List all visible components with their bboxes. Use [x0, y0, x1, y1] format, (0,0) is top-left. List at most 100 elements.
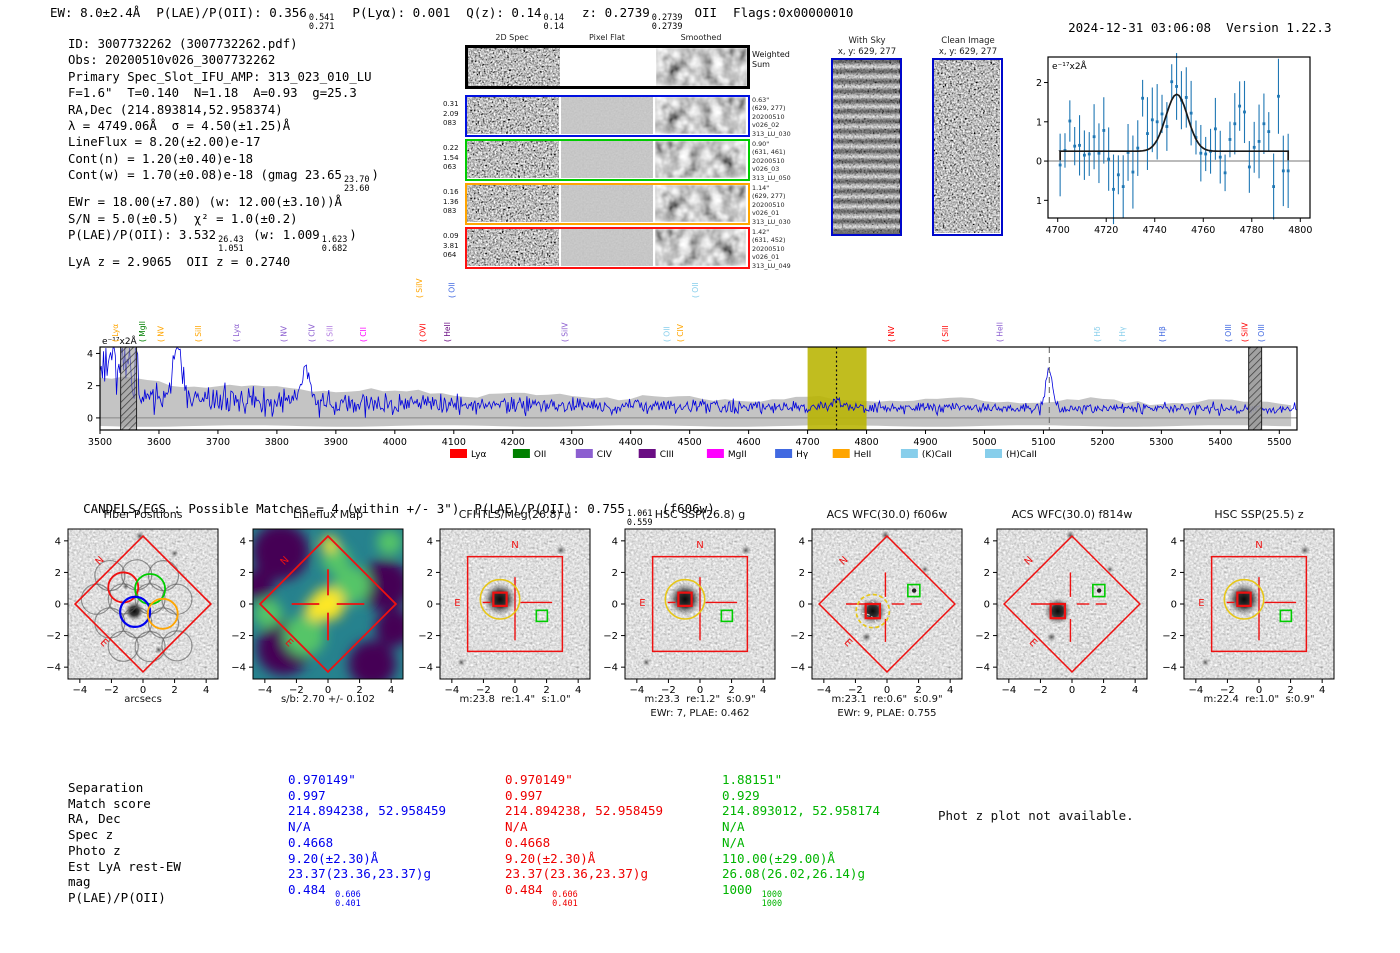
svg-text:2: 2: [1287, 685, 1293, 696]
svg-text:( OIII: ( OIII: [1224, 324, 1233, 342]
svg-text:4400: 4400: [619, 437, 643, 448]
header-qz-value: Q(z): 0.14: [466, 5, 542, 20]
svg-text:2: 2: [427, 568, 433, 579]
with-sky-title: With Sky x, y: 629, 277: [822, 36, 912, 57]
svg-text:0: 0: [1036, 157, 1042, 168]
match-value: 23.37(23.36,23.37)g: [505, 866, 648, 882]
svg-text:0: 0: [140, 685, 146, 696]
match-value: 9.20(±2.30)Å: [288, 850, 379, 866]
svg-text:−4: −4: [629, 685, 644, 696]
match-value: 0.997: [288, 787, 326, 803]
header-plae-sup: 0.541: [308, 13, 335, 23]
svg-text:4: 4: [388, 685, 394, 696]
info-line: P(LAE)/P(OII): 3.532 26.43 1.051 (w: 1.009…: [68, 227, 379, 254]
spec2d-row-left-labels: 0.22 1.54 063: [443, 144, 459, 172]
match-row-label: Match score: [68, 795, 151, 811]
header-summary-line: EW: 8.0±2.4Å P(LAE)/P(OII): 0.356 0.541 0.…: [50, 5, 853, 32]
text-segment: F=1.6" T=0.140 N=1.18 A=0.93 g=25.3: [68, 86, 357, 101]
svg-text:−2: −2: [289, 685, 304, 696]
svg-text:5500: 5500: [1267, 437, 1291, 448]
text-segment: P(LAE)/P(OII): 3.532: [68, 227, 217, 242]
candels-sup: 1.061: [626, 509, 653, 519]
svg-text:4720: 4720: [1094, 225, 1118, 236]
svg-text:CIII: CIII: [660, 450, 674, 460]
svg-text:0: 0: [799, 600, 805, 611]
svg-text:( NV: ( NV: [279, 325, 288, 342]
header-z: z: 0.2739 0.2739 0.2739 OII: [582, 5, 717, 32]
svg-text:5100: 5100: [1031, 437, 1055, 448]
header-plae-frac: 0.541 0.271: [309, 14, 335, 32]
match-row-label: Est LyA rest-EW: [68, 858, 181, 874]
svg-text:0: 0: [325, 685, 331, 696]
text-segment: ): [349, 227, 357, 242]
svg-text:0: 0: [1171, 600, 1177, 611]
spec2d-row: [465, 139, 750, 181]
svg-text:1: 1: [1036, 117, 1042, 128]
text-segment: LyA z = 2.9065 OII z = 0.2740: [68, 254, 291, 269]
svg-text:4: 4: [87, 349, 93, 360]
svg-text:4: 4: [612, 536, 618, 547]
spec2d-row-right-labels: 0.90" (631, 461) 20200510 v026_03 313_LU_050: [752, 140, 791, 182]
svg-text:0: 0: [612, 600, 618, 611]
candels-suffix: (f606w): [654, 501, 715, 516]
svg-text:( OVI: ( OVI: [418, 324, 427, 342]
svg-text:−4: −4: [231, 663, 246, 674]
text-segment: 0.484: [505, 881, 551, 897]
svg-text:2: 2: [543, 685, 549, 696]
svg-text:−2: −2: [418, 631, 433, 642]
svg-text:MgII: MgII: [728, 450, 747, 460]
clean-image-title-line1: Clean Image: [941, 36, 995, 46]
svg-text:−2: −2: [1033, 685, 1048, 696]
svg-text:4600: 4600: [737, 437, 761, 448]
match-value: 214.893012, 52.958174: [722, 803, 881, 819]
svg-text:( OIII: ( OIII: [1257, 324, 1266, 342]
info-line: RA,Dec (214.893814,52.958374): [68, 102, 379, 118]
cutout-title: Lineflux Map: [292, 508, 364, 521]
svg-text:4: 4: [799, 536, 805, 547]
svg-text:Hγ: Hγ: [796, 450, 809, 460]
svg-text:( SiII: ( SiII: [941, 325, 950, 342]
with-sky-title-line1: With Sky: [848, 36, 886, 46]
svg-text:5300: 5300: [1149, 437, 1173, 448]
stacked-fraction: 1.623 0.682: [321, 234, 348, 254]
match-value: N/A: [288, 819, 311, 835]
text-segment: LineFlux = 8.20(±2.00)e-17: [68, 135, 261, 150]
spec2d-row-right-labels: 1.14" (629, 277) 20200510 v026_01 313_LU_030: [752, 184, 791, 226]
svg-text:( HeII: ( HeII: [996, 322, 1005, 342]
svg-text:−1: −1: [1035, 196, 1042, 207]
svg-text:( NV: ( NV: [157, 325, 166, 342]
svg-text:−4: −4: [444, 685, 459, 696]
header-z-line: OII: [694, 5, 718, 20]
cfhtls-u-image: N E −4 −4 −2 −2 0 0 2 2 4 4: [418, 528, 591, 696]
match-row-label: RA, Dec: [68, 811, 121, 827]
text-segment: 0.484: [288, 881, 334, 897]
svg-text:e⁻¹⁷x2Å: e⁻¹⁷x2Å: [102, 335, 138, 347]
svg-text:( CII: ( CII: [359, 327, 368, 342]
cutout-xlabel: s/b: 2.70 +/- 0.102: [280, 694, 376, 705]
svg-text:4: 4: [1171, 536, 1177, 547]
clean-image: [932, 58, 1003, 236]
svg-text:( Hδ: ( Hδ: [1093, 326, 1102, 342]
info-line: Cont(w) = 1.70(±0.08)e-18 (gmag 23.65 23.…: [68, 167, 379, 194]
svg-text:( Lyα: ( Lyα: [111, 324, 120, 342]
svg-text:4740: 4740: [1143, 225, 1167, 236]
svg-text:4: 4: [203, 685, 209, 696]
svg-text:−2: −2: [603, 631, 618, 642]
svg-text:E: E: [1198, 598, 1204, 609]
svg-text:0: 0: [55, 600, 61, 611]
text-segment: ID: 3007732262 (3007732262.pdf): [68, 37, 298, 51]
text-segment: λ = 4749.06Å σ = 4.50(±1.25)Å: [68, 119, 291, 134]
svg-text:3800: 3800: [265, 437, 289, 448]
svg-text:4780: 4780: [1240, 225, 1264, 236]
match-value: 0.970149": [505, 772, 573, 787]
match-value: N/A: [722, 819, 745, 835]
match-value: 214.894238, 52.958459: [288, 803, 447, 819]
header-plya: P(Lyα): 0.001: [352, 5, 451, 20]
svg-text:( SiIV: ( SiIV: [561, 322, 570, 342]
cutout-title: ACS WFC(30.0) f814w: [1011, 508, 1133, 521]
svg-text:2: 2: [1036, 78, 1042, 89]
svg-text:4700: 4700: [1046, 225, 1070, 236]
